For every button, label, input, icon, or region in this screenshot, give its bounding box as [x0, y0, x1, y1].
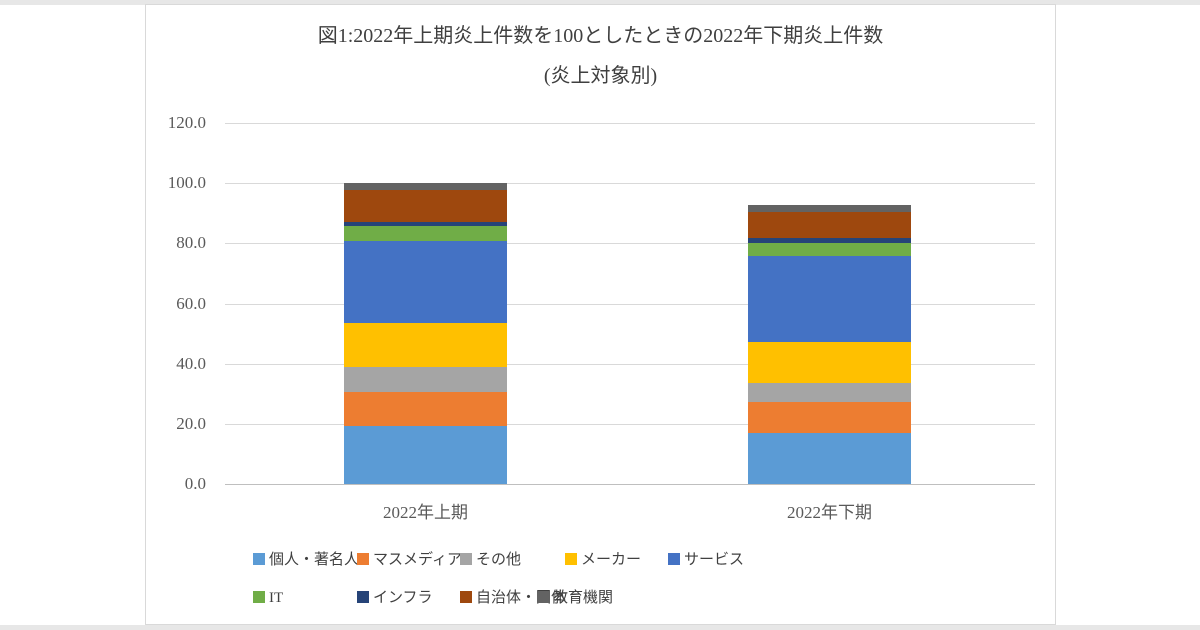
legend-label: サービス: [684, 552, 745, 568]
bar-segment: [344, 425, 507, 485]
y-axis-tick-label: 100.0: [167, 173, 206, 193]
chart-title-line2: (炎上対象別): [543, 65, 658, 87]
legend-label: その他: [476, 552, 522, 568]
gridline: [225, 303, 1035, 305]
bar-segment: [748, 211, 911, 239]
legend-label: インフラ: [373, 590, 433, 606]
page-top-strip: [0, 0, 1200, 5]
legend-item: メーカー: [565, 552, 641, 568]
legend-swatch: [357, 553, 369, 565]
bar-segment: [344, 183, 507, 191]
bar-segment: [748, 341, 911, 384]
bar-segment: [344, 391, 507, 426]
bar-segment: [344, 366, 507, 392]
gridline: [225, 363, 1035, 365]
bar-segment: [748, 433, 911, 485]
legend-label: メーカー: [581, 552, 642, 568]
bar-segment: [344, 225, 507, 242]
legend-swatch: [460, 553, 472, 565]
y-axis-tick-label: 120.0: [167, 112, 206, 132]
legend-item: インフラ: [357, 590, 433, 606]
legend-label: 個人・著名人: [269, 552, 360, 568]
legend-item: 教育機関: [537, 590, 613, 606]
bar-segment: [748, 238, 911, 244]
bar-segment: [748, 383, 911, 402]
bar-segment: [344, 241, 507, 323]
bar-segment: [748, 256, 911, 342]
legend-swatch: [357, 591, 369, 603]
gridline: [225, 183, 1035, 185]
y-axis-tick-label: 40.0: [176, 353, 206, 373]
page-bottom-strip: [0, 625, 1200, 630]
chart-frame: [145, 4, 1056, 625]
legend-swatch: [253, 553, 265, 565]
x-axis-category-label: 2022年下期: [787, 503, 872, 522]
bar-segment: [748, 205, 911, 212]
chart-title-line1: 図1:2022年上期炎上件数を100としたときの2022年下期炎上件数: [317, 25, 884, 47]
legend-swatch: [253, 591, 265, 603]
y-axis-tick-label: 20.0: [176, 414, 206, 434]
y-axis-tick-label: 80.0: [176, 233, 206, 253]
gridline: [225, 243, 1035, 245]
x-axis-category-label: 2022年上期: [383, 503, 468, 522]
y-axis-tick-label: 60.0: [176, 293, 206, 313]
bar-segment: [344, 322, 507, 367]
legend-swatch: [537, 591, 549, 603]
legend-label: IT: [269, 590, 284, 606]
chart-title: 図1:2022年上期炎上件数を100としたときの2022年下期炎上件数 (炎上対…: [145, 16, 1056, 96]
y-axis-tick-label: 0.0: [184, 474, 206, 494]
bar-segment: [748, 401, 911, 434]
legend-label: 教育機関: [553, 590, 614, 606]
legend-item: マスメディア: [357, 552, 462, 568]
legend-swatch: [565, 553, 577, 565]
x-axis-line: [225, 484, 1035, 486]
bar-segment: [748, 243, 911, 257]
legend-item: IT: [253, 590, 283, 606]
legend-item: その他: [460, 552, 521, 568]
legend-swatch: [460, 591, 472, 603]
bar-segment: [344, 190, 507, 222]
gridline: [225, 122, 1035, 124]
bar-segment: [344, 221, 507, 226]
legend-label: マスメディア: [373, 552, 462, 568]
gridline: [225, 424, 1035, 426]
legend-item: サービス: [668, 552, 744, 568]
legend-item: 個人・著名人: [253, 552, 359, 568]
legend-swatch: [668, 553, 680, 565]
